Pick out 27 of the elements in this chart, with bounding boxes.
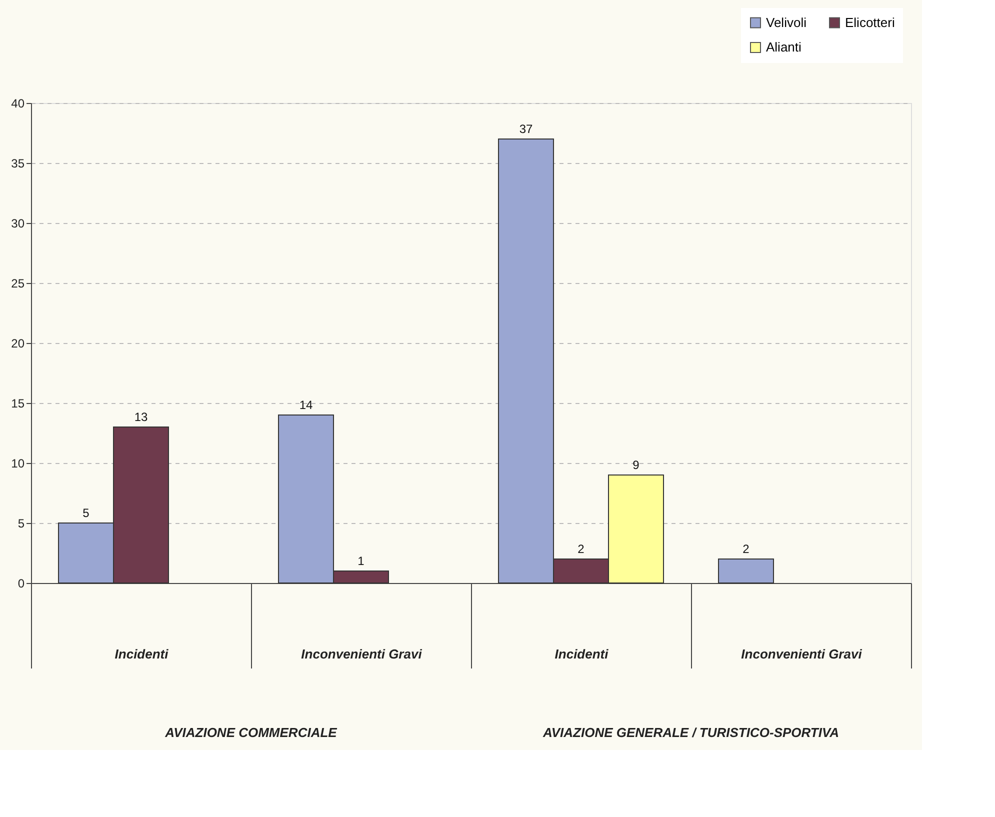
y-tick-label: 15 bbox=[11, 396, 25, 410]
y-tick-label: 0 bbox=[18, 576, 25, 590]
y-tick-label: 5 bbox=[18, 516, 25, 530]
y-tick-label: 40 bbox=[11, 96, 25, 110]
text: AVIAZIONE COMMERCIALE bbox=[164, 725, 338, 740]
x-tick-label: Incidenti bbox=[114, 646, 169, 662]
data-label: 13 bbox=[134, 410, 148, 424]
y-tick-label: 10 bbox=[11, 456, 25, 470]
bar bbox=[718, 558, 774, 584]
y-tick-label: 35 bbox=[11, 156, 25, 170]
legend-label: Elicotteri bbox=[845, 14, 895, 30]
data-label: 2 bbox=[578, 542, 585, 556]
legend-label: Velivoli bbox=[766, 14, 807, 30]
x-tick-label: Inconvenienti Gravi bbox=[741, 646, 862, 662]
legend-label: Alianti bbox=[766, 40, 802, 54]
data-label: 9 bbox=[632, 458, 640, 472]
data-label: 2 bbox=[742, 542, 750, 556]
data-label: 14 bbox=[299, 398, 313, 412]
data-label: 5 bbox=[82, 506, 90, 520]
x-tick-label: Incidenti bbox=[554, 646, 609, 662]
y-tick-label: 20 bbox=[11, 336, 25, 350]
text: AVIAZIONE GENERALE / TURISTICO-SPORTIVA bbox=[542, 725, 840, 740]
data-label: 1 bbox=[358, 554, 365, 568]
y-tick-label: 30 bbox=[11, 216, 25, 230]
y-tick-label: 25 bbox=[11, 276, 25, 290]
x-tick-label: Inconvenienti Gravi bbox=[301, 646, 422, 662]
data-label: 37 bbox=[519, 122, 533, 136]
